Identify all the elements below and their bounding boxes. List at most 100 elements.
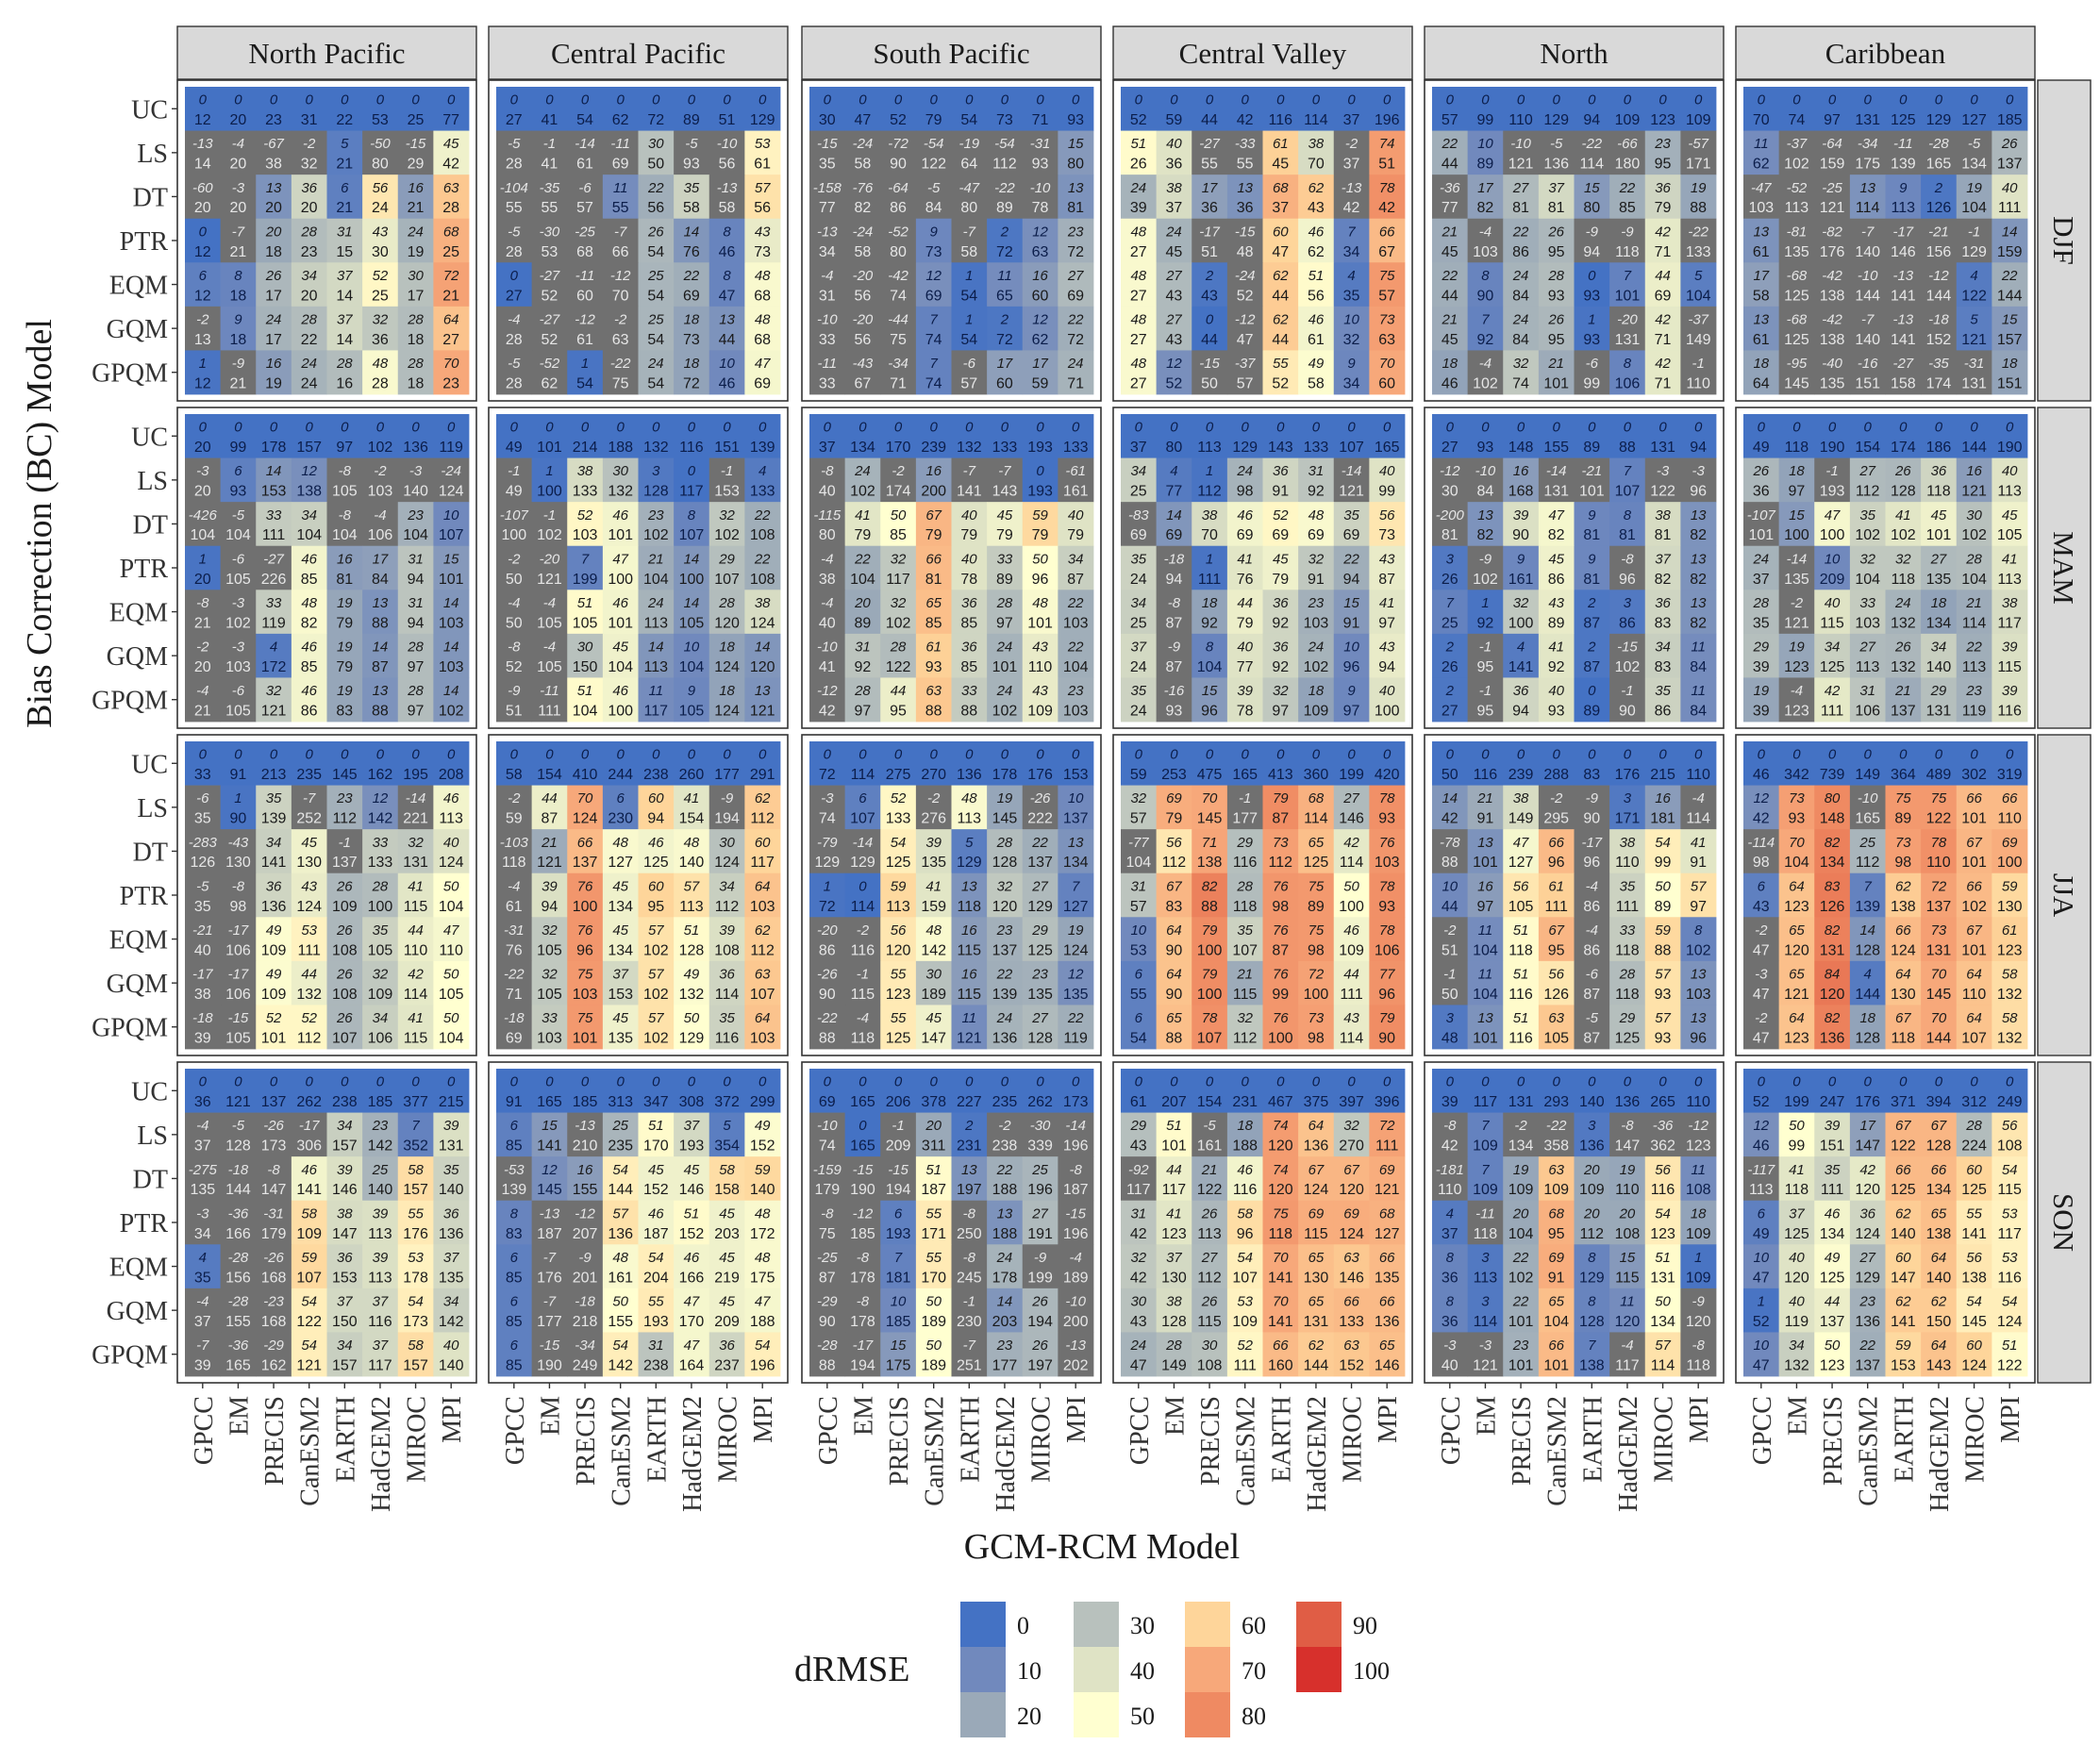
cell-bottom-value: 42	[1237, 112, 1254, 128]
cell-bottom-value: 41	[542, 157, 558, 173]
heatmap-cell	[1538, 130, 1575, 175]
cell-top-value: 32	[1130, 1250, 1146, 1266]
heatmap-cell	[362, 174, 399, 220]
heatmap-cell	[256, 590, 292, 635]
cell-bottom-value: 124	[714, 855, 740, 871]
cell-bottom-value: 129	[1855, 1270, 1880, 1286]
cell-bottom-value: 53	[542, 244, 558, 260]
heatmap-cell	[567, 262, 604, 307]
cell-bottom-value: 49	[1753, 1226, 1770, 1242]
cell-top-value: 0	[688, 463, 696, 479]
cell-top-value: 72	[443, 268, 459, 284]
cell-bottom-value: 97	[1343, 703, 1360, 719]
cell-top-value: 0	[1072, 420, 1080, 436]
cell-top-value: -15	[888, 1162, 908, 1178]
cell-top-value: 0	[617, 747, 625, 763]
heatmap-cell	[531, 590, 568, 635]
cell-top-value: 0	[1828, 1074, 1837, 1090]
cell-top-value: -4	[196, 1293, 208, 1309]
cell-top-value: 43	[373, 224, 389, 240]
cell-bottom-value: 185	[573, 1094, 598, 1110]
cell-top-value: 42	[1655, 356, 1671, 372]
cell-bottom-value: 145	[1197, 811, 1223, 827]
heatmap-cell	[220, 545, 257, 590]
cell-top-value: 75	[577, 966, 593, 982]
cell-top-value: 47	[612, 551, 628, 567]
cell-bottom-value: 61	[1308, 332, 1325, 348]
cell-top-value: 6	[199, 268, 208, 284]
heatmap-cell	[602, 87, 639, 131]
cell-top-value: 63	[1548, 1010, 1564, 1026]
cell-top-value: 6	[510, 1118, 519, 1134]
heatmap-cell	[1333, 130, 1370, 175]
cell-top-value: 0	[965, 1074, 974, 1090]
cell-top-value: 11	[613, 180, 628, 196]
cell-top-value: 46	[1308, 224, 1325, 240]
cell-top-value: 45	[1273, 551, 1289, 567]
cell-bottom-value: 113	[1197, 1226, 1222, 1242]
cell-top-value: 60	[648, 790, 664, 806]
cell-bottom-value: 87	[1272, 942, 1289, 958]
cell-bottom-value: 84	[1512, 288, 1529, 304]
cell-bottom-value: 103	[368, 484, 393, 500]
col-tick-label: MIROC	[403, 1396, 432, 1483]
cell-bottom-value: 69	[1237, 527, 1254, 543]
cell-top-value: 29	[718, 551, 735, 567]
cell-bottom-value: 124	[1891, 942, 1916, 958]
cell-top-value: 14	[648, 639, 664, 655]
cell-bottom-value: 131	[1650, 1270, 1675, 1286]
cell-top-value: 6	[510, 1338, 519, 1354]
cell-bottom-value: 135	[608, 1030, 633, 1046]
cell-bottom-value: 59	[1166, 112, 1183, 128]
heatmap-cell	[844, 590, 881, 635]
cell-bottom-value: 193	[1820, 484, 1845, 500]
cell-bottom-value: 115	[1997, 659, 2022, 675]
cell-bottom-value: 35	[1343, 288, 1360, 304]
legend-label: 30	[1130, 1612, 1155, 1639]
cell-bottom-value: 30	[1442, 484, 1458, 500]
cell-top-value: 14	[1166, 507, 1182, 524]
cell-top-value: 30	[408, 268, 424, 284]
heatmap-cell	[1432, 130, 1469, 175]
cell-top-value: 0	[306, 1074, 314, 1090]
cell-top-value: 67	[925, 507, 942, 524]
cell-bottom-value: 97	[1690, 899, 1707, 915]
cell-top-value: 7	[894, 1250, 903, 1266]
cell-top-value: 50	[1032, 551, 1048, 567]
cell-bottom-value: 207	[1161, 1094, 1187, 1110]
cell-top-value: 8	[510, 1205, 519, 1222]
cell-bottom-value: 55	[542, 200, 558, 216]
cell-bottom-value: 92	[1308, 484, 1325, 500]
heatmap-cell	[1298, 174, 1335, 220]
cell-bottom-value: 59	[506, 811, 523, 827]
x-axis-title: GCM-RCM Model	[964, 1527, 1240, 1567]
cell-bottom-value: 293	[1543, 1094, 1569, 1110]
cell-bottom-value: 130	[296, 855, 322, 871]
cell-bottom-value: 104	[1063, 659, 1089, 675]
cell-top-value: 28	[1236, 878, 1253, 894]
cell-bottom-value: 141	[1961, 1226, 1987, 1242]
cell-bottom-value: 170	[886, 440, 911, 456]
cell-top-value: -35	[1928, 356, 1949, 372]
heatmap-cell	[256, 457, 292, 503]
cell-top-value: -1	[721, 463, 733, 479]
heatmap-cell	[531, 350, 568, 395]
cell-bottom-value: 210	[573, 1138, 598, 1155]
cell-top-value: -81	[1787, 224, 1808, 240]
cell-bottom-value: 115	[1615, 1270, 1640, 1286]
cell-bottom-value: 142	[439, 1314, 464, 1330]
cell-top-value: -24	[853, 224, 874, 240]
cell-top-value: 13	[755, 683, 771, 699]
cell-bottom-value: 80	[1583, 200, 1600, 216]
heatmap-cell	[256, 87, 292, 131]
cell-top-value: -1	[1479, 683, 1492, 699]
cell-top-value: -30	[540, 224, 560, 240]
cell-top-value: -37	[1235, 356, 1256, 372]
cell-bottom-value: 116	[1474, 767, 1498, 783]
cell-top-value: -34	[888, 356, 908, 372]
heatmap-cell	[1778, 87, 1815, 131]
panel-mam-central-pacific: 0490101021401880132011601510139-14911003…	[488, 407, 789, 729]
cell-bottom-value: 104	[1125, 855, 1151, 871]
cell-top-value: 75	[1308, 878, 1325, 894]
cell-top-value: 24	[1512, 311, 1529, 327]
